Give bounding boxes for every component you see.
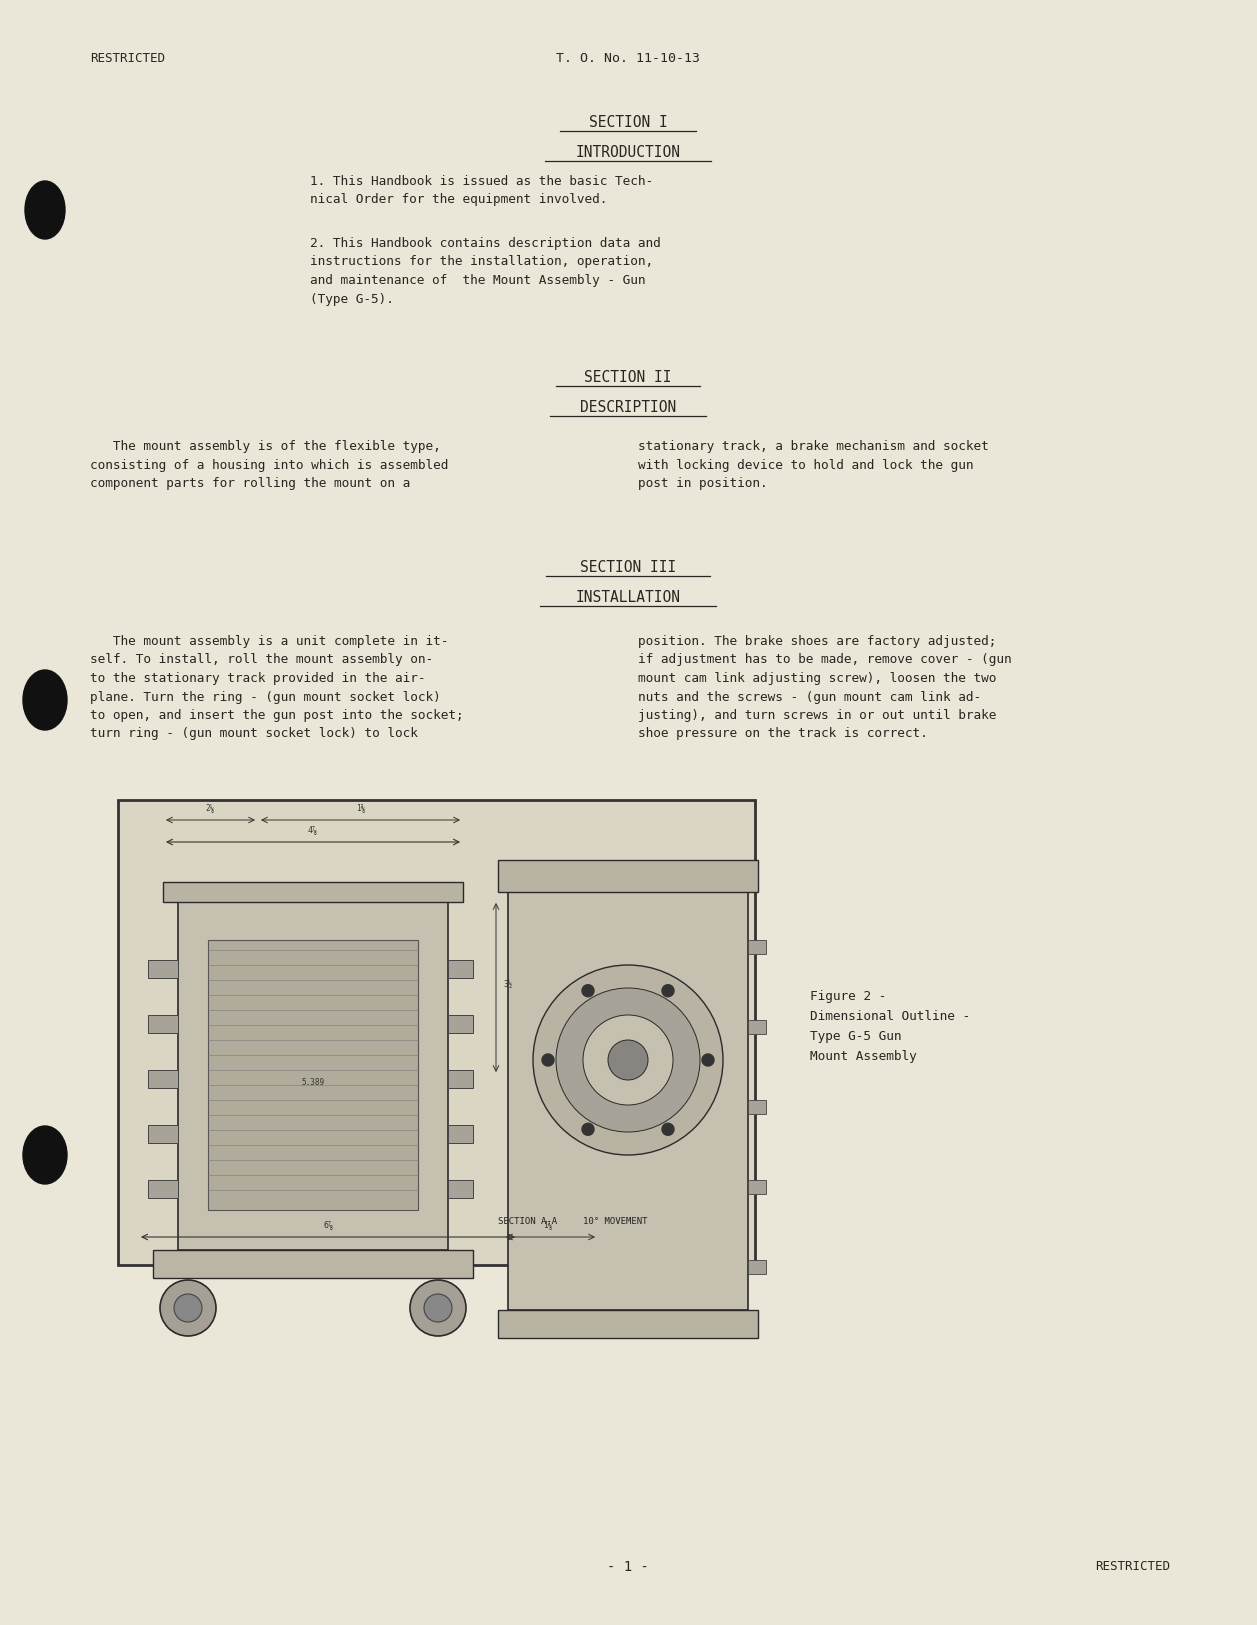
- Ellipse shape: [23, 1126, 67, 1185]
- Bar: [447, 1180, 473, 1198]
- Circle shape: [542, 1055, 554, 1066]
- Text: SECTION I: SECTION I: [588, 115, 667, 130]
- Bar: [748, 1180, 766, 1194]
- Text: T. O. No. 11-10-13: T. O. No. 11-10-13: [556, 52, 700, 65]
- Circle shape: [424, 1294, 453, 1323]
- Text: INTRODUCTION: INTRODUCTION: [576, 145, 680, 159]
- Text: 1⅜: 1⅜: [356, 803, 365, 812]
- Circle shape: [160, 1280, 216, 1336]
- Bar: [148, 960, 178, 978]
- Bar: [748, 939, 766, 954]
- Text: DESCRIPTION: DESCRIPTION: [579, 400, 676, 414]
- Circle shape: [662, 985, 674, 996]
- Circle shape: [410, 1280, 466, 1336]
- Text: 6⅞: 6⅞: [323, 1220, 333, 1228]
- Bar: [447, 1016, 473, 1034]
- Bar: [748, 1259, 766, 1274]
- Bar: [498, 1310, 758, 1337]
- Bar: [163, 882, 463, 902]
- Text: - 1 -: - 1 -: [607, 1560, 649, 1575]
- Text: 3½: 3½: [504, 980, 513, 990]
- Text: The mount assembly is a unit complete in it-
self. To install, roll the mount as: The mount assembly is a unit complete in…: [91, 635, 464, 741]
- Circle shape: [582, 985, 595, 996]
- Text: RESTRICTED: RESTRICTED: [1095, 1560, 1170, 1573]
- Bar: [118, 800, 755, 1264]
- Text: 5.389: 5.389: [302, 1077, 324, 1087]
- Ellipse shape: [23, 670, 67, 730]
- Bar: [148, 1016, 178, 1034]
- Bar: [153, 1250, 473, 1277]
- Text: 10° MOVEMENT: 10° MOVEMENT: [583, 1217, 647, 1225]
- Text: RESTRICTED: RESTRICTED: [91, 52, 165, 65]
- Text: SECTION A-A: SECTION A-A: [498, 1217, 557, 1225]
- Circle shape: [662, 1123, 674, 1136]
- Circle shape: [582, 1123, 595, 1136]
- Bar: [148, 1069, 178, 1089]
- Text: 2⅛: 2⅛: [206, 803, 215, 812]
- Text: INSTALLATION: INSTALLATION: [576, 590, 680, 604]
- Circle shape: [533, 965, 723, 1155]
- Text: Figure 2 -
Dimensional Outline -
Type G-5 Gun
Mount Assembly: Figure 2 - Dimensional Outline - Type G-…: [810, 990, 970, 1063]
- Bar: [748, 1020, 766, 1034]
- Circle shape: [608, 1040, 649, 1081]
- Text: The mount assembly is of the flexible type,
consisting of a housing into which i: The mount assembly is of the flexible ty…: [91, 440, 449, 491]
- Bar: [148, 1180, 178, 1198]
- Text: 1⅜: 1⅜: [543, 1220, 553, 1228]
- Text: 2. This Handbook contains description data and
instructions for the installation: 2. This Handbook contains description da…: [310, 237, 661, 306]
- Bar: [207, 939, 419, 1211]
- Text: SECTION III: SECTION III: [579, 561, 676, 575]
- Text: stationary track, a brake mechanism and socket
with locking device to hold and l: stationary track, a brake mechanism and …: [639, 440, 989, 491]
- Bar: [508, 891, 748, 1310]
- Bar: [447, 1069, 473, 1089]
- Bar: [447, 1124, 473, 1142]
- Circle shape: [556, 988, 700, 1133]
- Ellipse shape: [25, 180, 65, 239]
- Text: 4⅞: 4⅞: [308, 826, 318, 834]
- Circle shape: [173, 1294, 202, 1323]
- Bar: [498, 860, 758, 892]
- Text: SECTION II: SECTION II: [585, 370, 671, 385]
- Circle shape: [701, 1055, 714, 1066]
- Bar: [748, 1100, 766, 1115]
- Bar: [447, 960, 473, 978]
- Bar: [148, 1124, 178, 1142]
- Bar: [178, 900, 447, 1250]
- Circle shape: [583, 1016, 672, 1105]
- Text: 1. This Handbook is issued as the basic Tech-
nical Order for the equipment invo: 1. This Handbook is issued as the basic …: [310, 176, 654, 206]
- Text: position. The brake shoes are factory adjusted;
if adjustment has to be made, re: position. The brake shoes are factory ad…: [639, 635, 1012, 741]
